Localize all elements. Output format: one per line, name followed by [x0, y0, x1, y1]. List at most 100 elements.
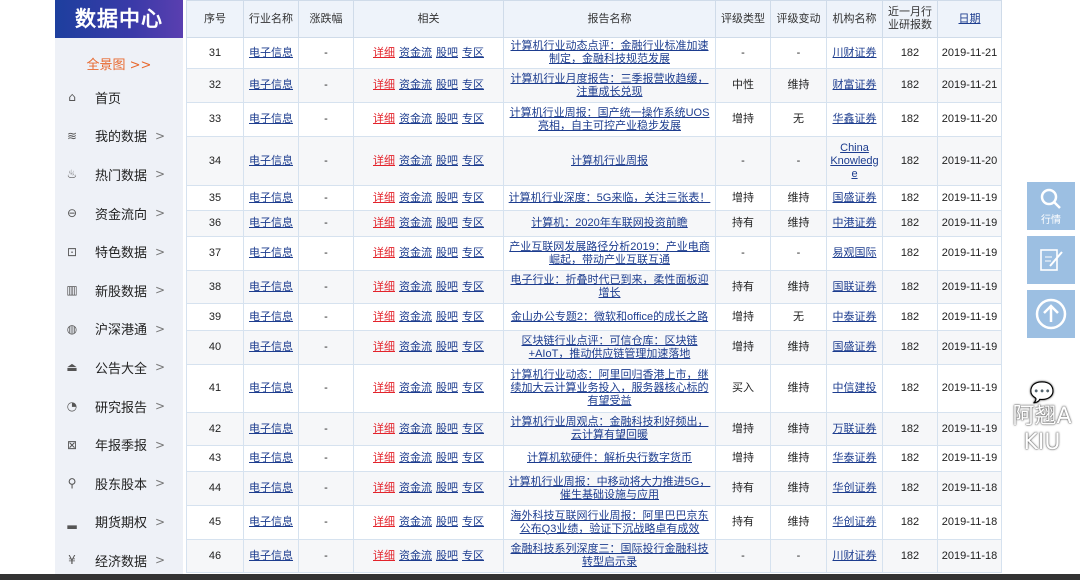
report-title-link[interactable]: 计算机：2020年车联网投资前瞻 — [531, 217, 688, 229]
sidebar-item[interactable]: ⊡ 特色数据 > — [55, 232, 183, 271]
sidebar-item[interactable]: ¥ 经济数据 > — [55, 541, 183, 580]
industry-link[interactable]: 电子信息 — [249, 113, 293, 125]
fund-flow-link[interactable]: 资金流 — [399, 280, 432, 293]
forum-link[interactable]: 股吧 — [436, 154, 458, 167]
detail-link[interactable]: 详细 — [373, 310, 395, 323]
sidebar-item[interactable]: ⊖ 资金流向 > — [55, 194, 183, 233]
institution-link[interactable]: 中泰证券 — [832, 310, 877, 323]
sidebar-item[interactable]: ▥ 新股数据 > — [55, 271, 183, 310]
detail-link[interactable]: 详细 — [373, 79, 395, 91]
fund-flow-link[interactable]: 资金流 — [399, 113, 432, 125]
forum-link[interactable]: 股吧 — [436, 482, 458, 494]
detail-link[interactable]: 详细 — [373, 482, 395, 494]
forum-link[interactable]: 股吧 — [436, 280, 458, 293]
industry-link[interactable]: 电子信息 — [249, 79, 293, 91]
fund-flow-link[interactable]: 资金流 — [399, 191, 432, 204]
detail-link[interactable]: 详细 — [373, 113, 395, 125]
report-title-link[interactable]: 计算机行业周报 — [571, 154, 648, 167]
industry-link[interactable]: 电子信息 — [249, 382, 293, 394]
industry-link[interactable]: 电子信息 — [249, 280, 293, 293]
report-title-link[interactable]: 海外科技互联网行业周报：阿里巴巴京东公布Q3业绩，验证下沉战略卓有成效 — [510, 509, 709, 535]
forum-link[interactable]: 股吧 — [436, 422, 458, 435]
zone-link[interactable]: 专区 — [462, 217, 484, 229]
institution-link[interactable]: 华创证券 — [832, 516, 877, 528]
forum-link[interactable]: 股吧 — [436, 79, 458, 91]
fund-flow-link[interactable]: 资金流 — [399, 154, 432, 167]
forum-link[interactable]: 股吧 — [436, 310, 458, 323]
zone-link[interactable]: 专区 — [462, 549, 484, 562]
detail-link[interactable]: 详细 — [373, 382, 395, 394]
fund-flow-link[interactable]: 资金流 — [399, 46, 432, 59]
detail-link[interactable]: 详细 — [373, 516, 395, 528]
zone-link[interactable]: 专区 — [462, 422, 484, 435]
detail-link[interactable]: 详细 — [373, 280, 395, 293]
institution-link[interactable]: 华鑫证券 — [832, 113, 877, 125]
zone-link[interactable]: 专区 — [462, 310, 484, 323]
forum-link[interactable]: 股吧 — [436, 549, 458, 562]
sidebar-item[interactable]: ⚲ 股东股本 > — [55, 464, 183, 503]
sidebar-item[interactable]: ⌂ 首页 — [55, 78, 183, 117]
forum-link[interactable]: 股吧 — [436, 247, 458, 259]
zone-link[interactable]: 专区 — [462, 516, 484, 528]
quote-search-button[interactable]: 行情 — [1027, 182, 1075, 230]
forum-link[interactable]: 股吧 — [436, 341, 458, 353]
industry-link[interactable]: 电子信息 — [249, 46, 293, 59]
detail-link[interactable]: 详细 — [373, 191, 395, 204]
report-title-link[interactable]: 计算机行业周报：中移动将大力推进5G，催生基础设施与应用 — [508, 475, 711, 501]
overview-link[interactable]: 全景图 >> — [86, 58, 152, 73]
forum-link[interactable]: 股吧 — [436, 382, 458, 394]
institution-link[interactable]: 财富证券 — [832, 79, 877, 91]
zone-link[interactable]: 专区 — [462, 382, 484, 394]
sidebar-item[interactable]: ◔ 研究报告 > — [55, 387, 183, 426]
report-title-link[interactable]: 产业互联网发展路径分析2019：产业电商崛起，带动产业互联互通 — [509, 240, 710, 266]
industry-link[interactable]: 电子信息 — [249, 247, 293, 259]
institution-link[interactable]: 万联证券 — [832, 422, 877, 435]
detail-link[interactable]: 详细 — [373, 247, 395, 259]
report-title-link[interactable]: 计算机行业周报：国产统一操作系统UOS亮相，自主可控产业稳步发展 — [509, 106, 710, 132]
zone-link[interactable]: 专区 — [462, 154, 484, 167]
zone-link[interactable]: 专区 — [462, 191, 484, 204]
forum-link[interactable]: 股吧 — [436, 516, 458, 528]
report-title-link[interactable]: 计算机行业深度：5G来临，关注三张表！ — [508, 191, 711, 204]
report-title-link[interactable]: 计算机行业动态：阿里回归香港上市，继续加大云计算业务投入，服务器核心标的有望受益 — [510, 369, 709, 407]
fund-flow-link[interactable]: 资金流 — [399, 341, 432, 353]
detail-link[interactable]: 详细 — [373, 422, 395, 435]
detail-link[interactable]: 详细 — [373, 452, 395, 464]
sidebar-item[interactable]: ♨ 热门数据 > — [55, 155, 183, 194]
forum-link[interactable]: 股吧 — [436, 191, 458, 204]
detail-link[interactable]: 详细 — [373, 46, 395, 59]
report-title-link[interactable]: 计算机行业月度报告：三季报营收趋缓，注重成长兑现 — [510, 72, 709, 98]
sidebar-item[interactable]: ≋ 我的数据 > — [55, 117, 183, 156]
forum-link[interactable]: 股吧 — [436, 113, 458, 125]
industry-link[interactable]: 电子信息 — [249, 154, 293, 167]
industry-link[interactable]: 电子信息 — [249, 217, 293, 229]
detail-link[interactable]: 详细 — [373, 341, 395, 353]
industry-link[interactable]: 电子信息 — [249, 191, 293, 204]
detail-link[interactable]: 详细 — [373, 154, 395, 167]
institution-link[interactable]: 华泰证券 — [832, 452, 877, 464]
institution-link[interactable]: 国盛证券 — [832, 191, 877, 204]
report-title-link[interactable]: 区块链行业点评：可信仓库：区块链+AIoT，推动供应链管理加速落地 — [521, 334, 698, 360]
feedback-button[interactable] — [1027, 236, 1075, 284]
fund-flow-link[interactable]: 资金流 — [399, 549, 432, 562]
back-to-top-button[interactable] — [1027, 290, 1075, 338]
sort-date-link[interactable]: 日期 — [958, 12, 981, 25]
report-title-link[interactable]: 计算机行业周观点：金融科技利好频出，云计算有望回暖 — [510, 416, 709, 441]
zone-link[interactable]: 专区 — [462, 341, 484, 353]
industry-link[interactable]: 电子信息 — [249, 452, 293, 464]
institution-link[interactable]: 国联证券 — [832, 280, 877, 293]
fund-flow-link[interactable]: 资金流 — [399, 79, 432, 91]
report-title-link[interactable]: 计算机行业动态点评：金融行业标准加速制定，金融科技规范发展 — [510, 40, 709, 65]
industry-link[interactable]: 电子信息 — [249, 422, 293, 435]
fund-flow-link[interactable]: 资金流 — [399, 310, 432, 323]
zone-link[interactable]: 专区 — [462, 247, 484, 259]
fund-flow-link[interactable]: 资金流 — [399, 516, 432, 528]
report-title-link[interactable]: 金融科技系列深度三：国际投行金融科技转型启示录 — [510, 543, 709, 568]
industry-link[interactable]: 电子信息 — [249, 310, 293, 323]
institution-link[interactable]: China Knowledge — [830, 141, 879, 180]
industry-link[interactable]: 电子信息 — [249, 341, 293, 353]
fund-flow-link[interactable]: 资金流 — [399, 382, 432, 394]
institution-link[interactable]: 中港证券 — [832, 217, 877, 229]
fund-flow-link[interactable]: 资金流 — [399, 247, 432, 259]
detail-link[interactable]: 详细 — [373, 217, 395, 229]
